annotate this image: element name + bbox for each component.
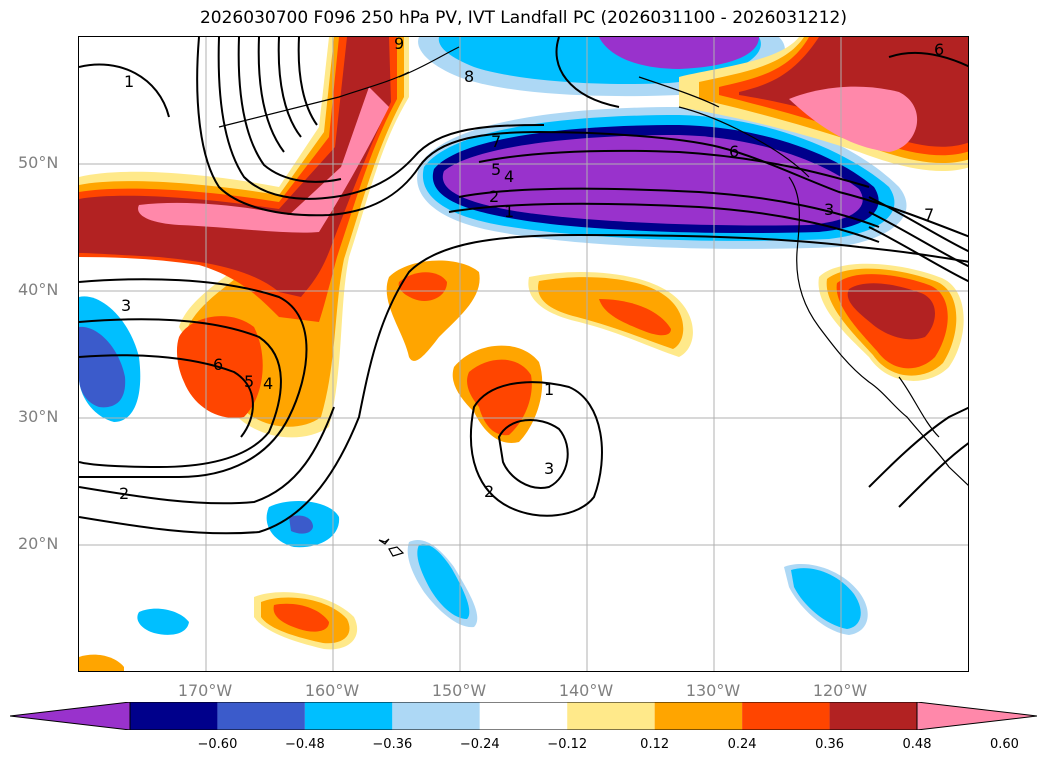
map-canvas: 1 1 1 2 2 2 3 3 3 4 4 5 5 6 6 6 7 7 8 9 [79, 37, 968, 671]
colorbar-extend-low [10, 702, 131, 730]
lon-label-170w: 170°W [177, 681, 233, 700]
colorbar-tick-label: 0.48 [902, 737, 932, 752]
colorbar-tick-label: −0.48 [284, 737, 325, 752]
colorbar [10, 702, 1037, 730]
lon-label-120w: 120°W [812, 681, 868, 700]
lon-label-160w: 160°W [304, 681, 360, 700]
colorbar-outline [129, 702, 918, 730]
colorbar-tick-label: −0.12 [547, 737, 588, 752]
coastlines [218, 46, 968, 557]
graticule [79, 37, 968, 671]
colorbar-tick-label: 0.60 [989, 737, 1019, 752]
contour-label: 1 [124, 72, 134, 91]
contour-label-group: 1 1 1 2 2 2 3 3 3 4 4 5 5 6 6 6 7 7 8 9 [119, 37, 944, 503]
contour-label: 4 [263, 374, 273, 393]
colorbar-segment [217, 702, 305, 730]
lat-label-20n: 20°N [18, 534, 59, 553]
colorbar-tick-label: −0.24 [459, 737, 500, 752]
colorbar-segment [742, 702, 830, 730]
lat-label-40n: 40°N [18, 280, 59, 299]
lon-label-150w: 150°W [431, 681, 487, 700]
colorbar-tick-label: 0.24 [727, 737, 757, 752]
contour-label: 8 [464, 67, 474, 86]
colorbar-tick-label: 0.36 [815, 737, 845, 752]
map-title: 2026030700 F096 250 hPa PV, IVT Landfall… [199, 8, 847, 28]
contour-label: 3 [544, 459, 554, 478]
lat-label-30n: 30°N [18, 407, 59, 426]
contour-label: 7 [924, 205, 934, 224]
lon-label-140w: 140°W [558, 681, 614, 700]
colorbar-segment [567, 702, 655, 730]
contour-label: 3 [824, 200, 834, 219]
colorbar-segment [392, 702, 480, 730]
anomaly-fills [79, 37, 968, 671]
contour-label: 1 [504, 202, 514, 221]
contour-label: 7 [491, 132, 501, 151]
colorbar-tick-label: 0.12 [640, 737, 670, 752]
colorbar-segment [654, 702, 743, 730]
contour-label: 3 [121, 296, 131, 315]
map-panel: 1 1 1 2 2 2 3 3 3 4 4 5 5 6 6 6 7 7 8 9 [78, 36, 969, 672]
colorbar-segment [479, 702, 568, 730]
lat-label-50n: 50°N [18, 153, 59, 172]
contour-label: 1 [544, 380, 554, 399]
contour-lines [79, 37, 968, 535]
colorbar-segment [829, 702, 917, 730]
colorbar-tick-label: −0.60 [197, 737, 238, 752]
lon-label-130w: 130°W [685, 681, 741, 700]
contour-label: 9 [394, 37, 404, 53]
contour-label: 4 [504, 167, 514, 186]
colorbar-segment [304, 702, 393, 730]
contour-label: 2 [484, 482, 494, 501]
contour-label: 6 [213, 355, 223, 374]
contour-label: 5 [491, 160, 501, 179]
colorbar-segment [130, 702, 218, 730]
contour-label: 6 [934, 40, 944, 59]
contour-label: 2 [119, 484, 129, 503]
contour-label: 6 [729, 142, 739, 161]
contour-label: 5 [244, 372, 254, 391]
contour-label: 2 [489, 187, 499, 206]
colorbar-tick-label: −0.36 [372, 737, 413, 752]
colorbar-extend-high [916, 702, 1037, 730]
